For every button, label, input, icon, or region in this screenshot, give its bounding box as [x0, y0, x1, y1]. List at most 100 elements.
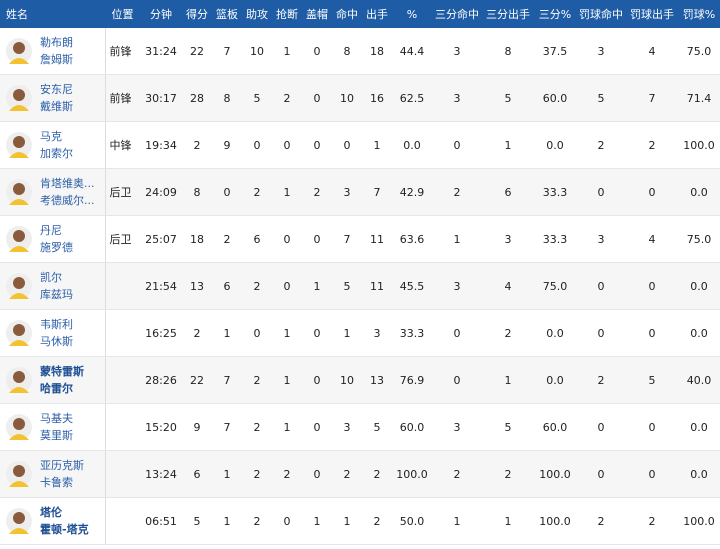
cell: 9: [182, 403, 212, 451]
cell: 30:17: [140, 74, 182, 122]
avatar: [6, 132, 32, 158]
avatar: [6, 226, 32, 252]
player-row: 丹尼 施罗德 后卫 25:07 18 2 6 0 0 7 11 63.6 1 3 33.3 3 4 75.0: [0, 215, 720, 263]
cell: 0: [432, 309, 482, 357]
header-cell: 三分命中: [432, 0, 482, 28]
cell: 2: [576, 121, 626, 169]
cell: 16: [362, 74, 392, 122]
cell: 8: [182, 168, 212, 216]
cell: 5: [576, 74, 626, 122]
cell: 60.0: [534, 403, 576, 451]
cell: 1: [482, 497, 534, 545]
cell: 0: [242, 309, 272, 357]
name-cell: 韦斯利 马休斯: [0, 309, 106, 357]
cell: 2: [272, 74, 302, 122]
cell: 42.9: [392, 168, 432, 216]
cell: 后卫: [105, 168, 140, 216]
cell: 后卫: [105, 215, 140, 263]
cell: 0: [332, 121, 362, 169]
cell: 75.0: [678, 215, 720, 263]
cell: 5: [362, 403, 392, 451]
cell: 1: [332, 497, 362, 545]
cell: 11: [362, 262, 392, 310]
name-wrap: 亚历克斯 卡鲁索: [0, 457, 105, 491]
cell: 75.0: [678, 28, 720, 75]
avatar: [6, 273, 32, 299]
cell: 37.5: [534, 28, 576, 75]
avatar: [6, 508, 32, 534]
cell: 1: [272, 356, 302, 404]
name-wrap: 马克 加索尔: [0, 128, 105, 162]
cell: 13: [182, 262, 212, 310]
cell: 3: [432, 28, 482, 75]
cell: [105, 262, 140, 310]
name-line: 戴维斯: [40, 100, 73, 113]
cell: 28:26: [140, 356, 182, 404]
cell: 33.3: [534, 168, 576, 216]
cell: 0: [576, 309, 626, 357]
name-cell: 亚历克斯 卡鲁索: [0, 450, 106, 498]
name-line: 哈雷尔: [40, 382, 73, 395]
cell: 2: [626, 497, 678, 545]
cell: 0.0: [678, 262, 720, 310]
header-cell: 罚球命中: [576, 0, 626, 28]
cell: 2: [242, 168, 272, 216]
cell: 5: [332, 262, 362, 310]
cell: 3: [576, 215, 626, 263]
name-line: 马克: [40, 130, 62, 143]
cell: 1: [432, 215, 482, 263]
cell: 7: [212, 356, 242, 404]
name-wrap: 肯塔维奥... 考德威尔...: [0, 175, 105, 209]
cell: 2: [212, 215, 242, 263]
name-line: 凯尔: [40, 271, 62, 284]
cell: 7: [362, 168, 392, 216]
cell: 3: [482, 215, 534, 263]
cell: 0.0: [678, 403, 720, 451]
cell: 13:24: [140, 450, 182, 498]
name-cell: 肯塔维奥... 考德威尔...: [0, 168, 106, 216]
cell: 3: [332, 403, 362, 451]
cell: [105, 403, 140, 451]
header-cell: 姓名: [0, 0, 105, 28]
cell: 0: [302, 215, 332, 263]
cell: 1: [482, 121, 534, 169]
cell: 2: [242, 450, 272, 498]
name-line: 亚历克斯: [40, 459, 84, 472]
name-line: 丹尼: [40, 224, 62, 237]
player-name: 韦斯利 马休斯: [40, 316, 73, 350]
header-cell: 盖帽: [302, 0, 332, 28]
cell: 10: [332, 356, 362, 404]
name-cell: 丹尼 施罗德: [0, 215, 106, 263]
cell: 1: [432, 497, 482, 545]
player-row: 塔伦 霍顿-塔克 06:51 5 1 2 0 1 1 2 50.0 1 1 100.0 2 2 100.0: [0, 497, 720, 545]
name-cell: 塔伦 霍顿-塔克: [0, 497, 106, 545]
avatar: [6, 85, 32, 111]
player-row: 韦斯利 马休斯 16:25 2 1 0 1 0 1 3 33.3 0 2 0.0 0 0 0.0: [0, 309, 720, 357]
cell: 0: [626, 450, 678, 498]
cell: 6: [182, 450, 212, 498]
cell: 7: [212, 403, 242, 451]
cell: 0: [212, 168, 242, 216]
cell: 0: [626, 403, 678, 451]
cell: 0: [272, 121, 302, 169]
cell: 50.0: [392, 497, 432, 545]
cell: 1: [302, 262, 332, 310]
cell: 0.0: [534, 121, 576, 169]
cell: 7: [332, 215, 362, 263]
cell: 前锋: [105, 28, 140, 75]
cell: 40.0: [678, 356, 720, 404]
cell: 10: [242, 28, 272, 75]
avatar: [6, 461, 32, 487]
name-line: 考德威尔...: [40, 194, 95, 207]
cell: 2: [576, 497, 626, 545]
header-cell: 位置: [105, 0, 140, 28]
cell: 前锋: [105, 74, 140, 122]
player-name: 肯塔维奥... 考德威尔...: [40, 175, 95, 209]
cell: 0: [576, 262, 626, 310]
avatar: [6, 38, 32, 64]
cell: 0: [302, 450, 332, 498]
cell: 2: [242, 356, 272, 404]
name-wrap: 马基夫 莫里斯: [0, 410, 105, 444]
name-line: 库兹玛: [40, 288, 73, 301]
cell: 1: [212, 450, 242, 498]
